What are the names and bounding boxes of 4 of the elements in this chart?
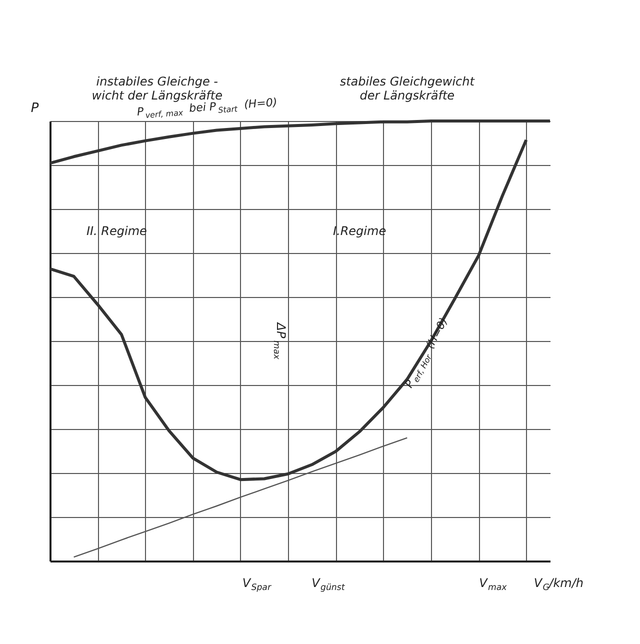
text: instabiles Gleichge - wicht der Längskräfte [92, 74, 222, 102]
y-axis-title: P [30, 100, 39, 116]
annotation: ΔPmax [270, 322, 288, 360]
text: stabiles Gleichgewicht der Längskräfte [340, 74, 476, 102]
